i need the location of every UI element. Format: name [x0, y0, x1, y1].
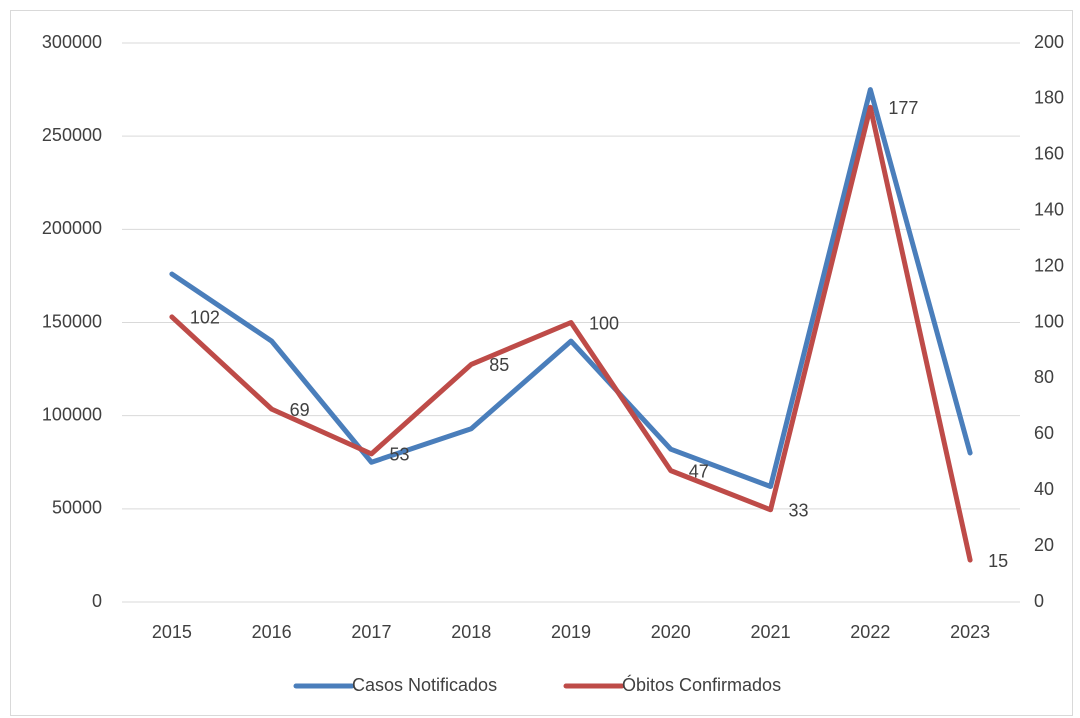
data-label: 69: [290, 400, 310, 420]
y2-tick-label: 40: [1034, 479, 1054, 499]
y-tick-label: 200000: [42, 218, 102, 238]
y2-tick-label: 80: [1034, 367, 1054, 387]
y-tick-label: 100000: [42, 404, 102, 424]
x-tick-label: 2019: [551, 622, 591, 642]
y2-tick-label: 60: [1034, 423, 1054, 443]
legend-label: Casos Notificados: [352, 675, 497, 695]
y2-tick-label: 20: [1034, 535, 1054, 555]
x-tick-label: 2017: [351, 622, 391, 642]
y-tick-label: 300000: [42, 32, 102, 52]
x-tick-label: 2023: [950, 622, 990, 642]
y2-tick-label: 160: [1034, 144, 1064, 164]
y2-tick-label: 180: [1034, 88, 1064, 108]
x-tick-label: 2016: [252, 622, 292, 642]
y-tick-label: 150000: [42, 311, 102, 331]
y-tick-label: 250000: [42, 125, 102, 145]
y2-tick-label: 0: [1034, 591, 1044, 611]
x-tick-label: 2022: [850, 622, 890, 642]
y-tick-label: 50000: [52, 498, 102, 518]
data-label: 85: [489, 355, 509, 375]
y2-tick-label: 100: [1034, 311, 1064, 331]
y-tick-label: 0: [92, 591, 102, 611]
y2-tick-label: 120: [1034, 255, 1064, 275]
x-tick-label: 2020: [651, 622, 691, 642]
y2-tick-label: 140: [1034, 199, 1064, 219]
x-tick-label: 2021: [751, 622, 791, 642]
data-label: 47: [689, 461, 709, 481]
data-label: 33: [789, 501, 809, 521]
series-line: [169, 104, 973, 563]
x-tick-label: 2018: [451, 622, 491, 642]
data-label: 102: [190, 308, 220, 328]
y2-tick-label: 200: [1034, 32, 1064, 52]
data-label: 177: [888, 98, 918, 118]
data-label: 100: [589, 313, 619, 333]
data-label: 53: [389, 445, 409, 465]
series-line: [169, 87, 973, 489]
data-label: 15: [988, 551, 1008, 571]
x-tick-label: 2015: [152, 622, 192, 642]
legend-label: Óbitos Confirmados: [622, 674, 781, 695]
chart-border: [10, 10, 1073, 716]
